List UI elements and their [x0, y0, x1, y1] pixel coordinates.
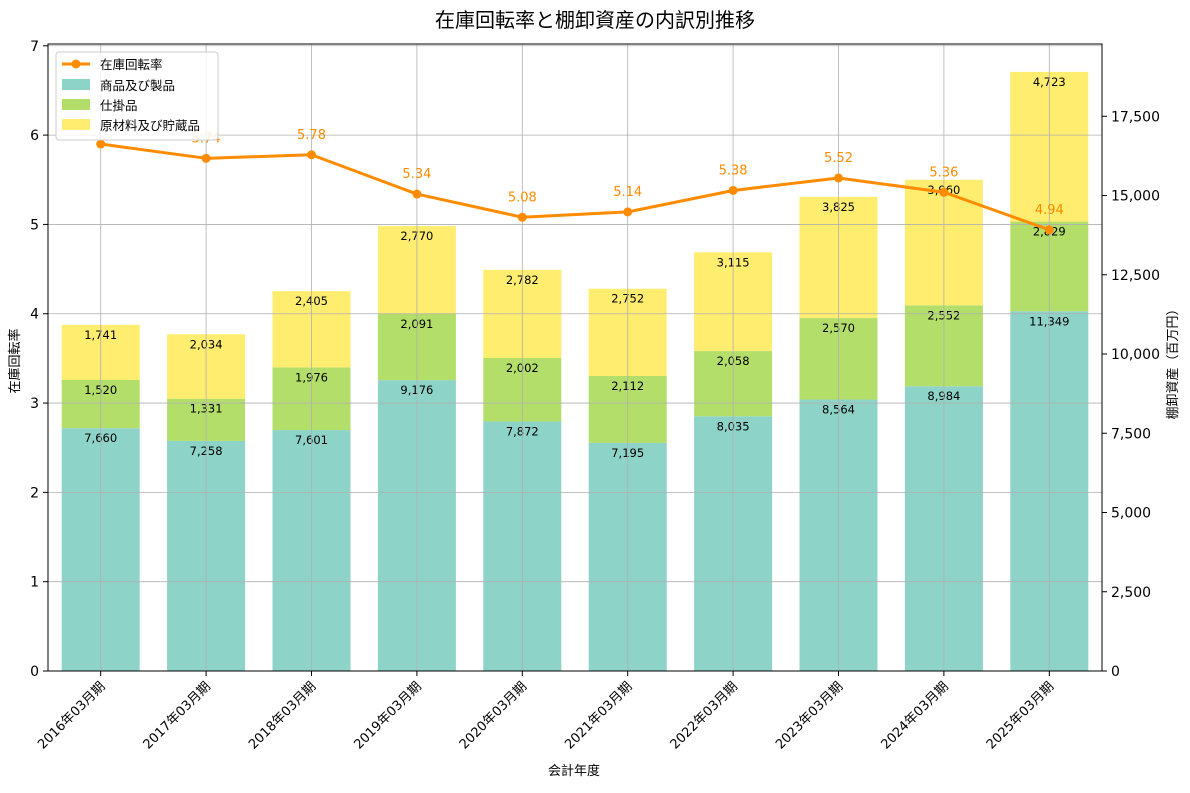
y-left-tick-label: 4	[30, 307, 39, 323]
y-left-tick-label: 5	[30, 217, 39, 233]
y-right-tick-label: 10,000	[1111, 347, 1160, 363]
y-right-tick-label: 2,500	[1111, 585, 1151, 601]
line-point	[939, 187, 949, 197]
legend-label: 原材料及び貯蔵品	[100, 118, 200, 133]
x-tick-label: 2016年03月期	[35, 679, 108, 752]
plot-frame	[47, 43, 1103, 672]
line-series-turnover	[100, 142, 1050, 232]
y-left-tick-label: 7	[30, 39, 39, 55]
line-point	[1044, 225, 1054, 235]
line-value-label: 5.38	[719, 163, 748, 178]
line-point	[307, 150, 316, 160]
x-tick-label: 2018年03月期	[246, 679, 319, 752]
chart-title: 在庫回転率と棚卸資産の内訳別推移	[435, 8, 755, 32]
y-right-tick-label: 0	[1111, 664, 1120, 680]
legend-box	[55, 51, 219, 141]
legend-label: 仕掛品	[100, 98, 138, 113]
legend-swatch	[62, 79, 90, 90]
legend-label: 在庫回転率	[100, 57, 163, 72]
line-value-label: 5.78	[297, 128, 326, 143]
line-point	[96, 139, 106, 149]
line-point	[834, 173, 843, 183]
legend-label: 商品及び製品	[100, 78, 175, 93]
x-tick-label: 2025年03月期	[984, 679, 1057, 752]
line-value-label: 5.36	[929, 165, 958, 180]
line-point	[623, 207, 633, 217]
y-right-tick-label: 7,500	[1111, 426, 1151, 442]
y-left-tick-label: 0	[30, 664, 39, 680]
x-tick-label: 2023年03月期	[773, 679, 846, 752]
x-tick-label: 2021年03月期	[562, 679, 635, 752]
x-tick-label: 2024年03月期	[878, 679, 951, 752]
line-value-label: 5.08	[508, 190, 537, 205]
legend-swatch-marker	[71, 59, 81, 69]
line-point	[201, 153, 211, 163]
line-value-label: 4.94	[1035, 203, 1064, 218]
y-left-tick-label: 2	[30, 485, 39, 501]
legend-swatch	[62, 99, 90, 110]
y-right-tick-label: 15,000	[1111, 189, 1160, 205]
legend-swatch	[62, 119, 90, 130]
y-axis-right-label: 棚卸資産（百万円）	[1165, 302, 1181, 419]
y-left-tick-label: 3	[30, 396, 39, 412]
y-axis-left-label: 在庫回転率	[7, 328, 23, 393]
x-tick-label: 2022年03月期	[668, 679, 741, 752]
line-point	[412, 189, 422, 199]
line-point	[728, 185, 738, 195]
y-left-tick-label: 1	[30, 575, 39, 591]
y-left-tick-label: 6	[30, 128, 39, 144]
line-value-label: 5.52	[824, 151, 853, 166]
x-tick-label: 2019年03月期	[351, 679, 424, 752]
x-axis-label: 会計年度	[548, 763, 600, 779]
line-point	[517, 212, 527, 222]
y-right-tick-label: 17,500	[1111, 109, 1160, 125]
y-right-tick-label: 12,500	[1111, 268, 1160, 284]
x-tick-label: 2020年03月期	[457, 679, 530, 752]
y-right-tick-label: 5,000	[1111, 506, 1151, 522]
line-value-label: 5.14	[613, 185, 642, 200]
line-value-label: 5.34	[402, 167, 431, 182]
x-tick-label: 2017年03月期	[141, 679, 214, 752]
